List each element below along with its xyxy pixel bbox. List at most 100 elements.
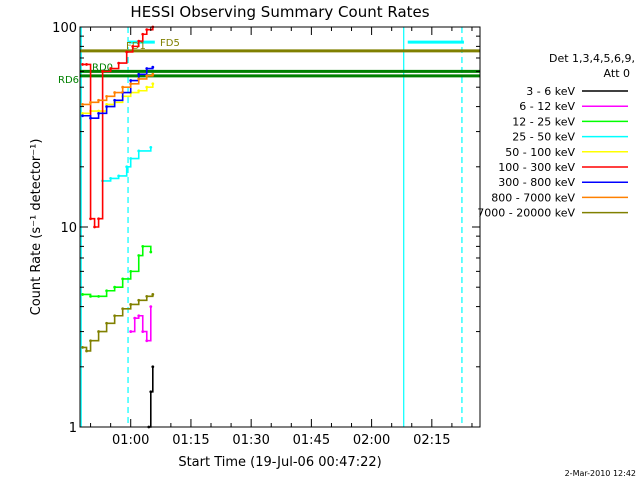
legend-entry-label: 6 - 12 keV: [519, 100, 575, 113]
data-point: [101, 69, 105, 73]
data-point: [105, 289, 109, 293]
data-point: [89, 100, 92, 104]
data-point: [129, 330, 133, 333]
data-point: [151, 82, 155, 86]
data-point: [113, 314, 117, 318]
data-point: [151, 65, 155, 69]
data-point: [117, 174, 121, 178]
data-point: [109, 176, 113, 180]
legend-entry-label: 800 - 7000 keV: [491, 191, 575, 204]
legend-entry-label: 50 - 100 keV: [505, 146, 575, 159]
data-point: [105, 103, 109, 106]
data-point: [81, 111, 84, 115]
data-point: [151, 72, 155, 76]
data-point: [145, 85, 149, 89]
data-point: [81, 63, 84, 66]
data-point: [149, 390, 153, 394]
state-label: RD0: [92, 62, 113, 73]
data-point: [149, 250, 153, 254]
x-tick-label: 01:15: [172, 433, 209, 448]
data-point: [85, 63, 88, 66]
legend: 3 - 6 keV 6 - 12 keV 12 - 25 keV 25 - 50 ke…: [477, 85, 628, 220]
data-point: [125, 50, 129, 54]
data-point: [97, 98, 101, 102]
data-point: [137, 298, 141, 302]
data-point: [85, 349, 88, 353]
series-line: [82, 67, 154, 119]
data-point: [131, 44, 135, 48]
chart-title: HESSI Observing Summary Count Rates: [130, 3, 429, 21]
data-point: [105, 105, 109, 108]
data-point: [113, 98, 117, 102]
data-point: [149, 146, 153, 149]
data-point: [89, 294, 92, 298]
y-tick-label: 100: [52, 21, 77, 36]
footer-date: 2-Mar-2010 12:42: [565, 469, 636, 478]
data-point: [81, 103, 84, 106]
y-tick-label: 10: [60, 221, 77, 236]
data-point: [129, 79, 133, 82]
x-tick-label: 01:30: [232, 433, 269, 448]
data-point: [141, 330, 145, 333]
data-point: [97, 109, 101, 113]
series-line: [82, 74, 154, 106]
data-point: [137, 89, 141, 93]
state-label: FD5: [160, 38, 180, 49]
data-point: [81, 114, 84, 118]
data-point: [151, 293, 155, 296]
data-point: [113, 285, 117, 289]
data-point: [145, 67, 149, 70]
data-point: [109, 67, 113, 70]
data-point: [133, 316, 137, 320]
x-tick-label: 02:00: [353, 433, 390, 448]
data-point: [137, 314, 141, 318]
data-point: [97, 294, 101, 298]
legend-entry-label: 12 - 25 keV: [512, 115, 575, 128]
data-point: [89, 217, 92, 221]
legend-entry-label: 7000 - 20000 keV: [477, 207, 575, 220]
data-point: [141, 244, 145, 248]
data-point: [137, 254, 141, 257]
legend-entry-label: 100 - 300 keV: [498, 161, 575, 174]
x-tick-label: 01:00: [112, 433, 149, 448]
data-point: [105, 94, 109, 98]
legend-title: Det 1,3,4,5,6,9,: [549, 52, 635, 65]
legend-entry-label: 3 - 6 keV: [526, 85, 575, 98]
x-axis-label: Start Time (19-Jul-06 00:47:22): [178, 455, 381, 470]
data-point: [121, 85, 125, 89]
data-point: [145, 294, 149, 298]
axis-layer: 01:00 01:15 01:30 01:45 02:00 02:15 1 10 100: [52, 21, 480, 448]
data-point: [129, 157, 133, 160]
data-point: [129, 303, 133, 306]
data-point: [121, 277, 125, 281]
data-point: [137, 77, 141, 81]
data-point: [145, 339, 149, 343]
data-point: [137, 39, 141, 43]
state-label: RD6: [58, 75, 79, 86]
legend-subtitle: Att 0: [604, 67, 630, 80]
series-layer: [81, 25, 155, 429]
x-tick-label: 02:15: [413, 433, 450, 448]
legend-entry-label: 25 - 50 keV: [512, 131, 575, 144]
data-point: [81, 293, 84, 296]
data-point: [149, 305, 153, 308]
data-point: [89, 116, 92, 120]
data-point: [113, 91, 117, 94]
data-point: [141, 32, 145, 36]
legend-entry-label: 300 - 800 keV: [498, 176, 575, 189]
data-point: [151, 365, 155, 369]
data-point: [97, 217, 101, 221]
data-point: [81, 346, 84, 349]
data-point: [145, 74, 149, 78]
data-point: [117, 61, 121, 65]
data-point: [97, 330, 101, 333]
data-point: [97, 111, 101, 115]
data-point: [125, 165, 129, 169]
data-point: [121, 307, 125, 311]
data-point: [137, 72, 141, 76]
data-point: [105, 321, 109, 325]
x-tick-label: 01:45: [293, 433, 330, 448]
